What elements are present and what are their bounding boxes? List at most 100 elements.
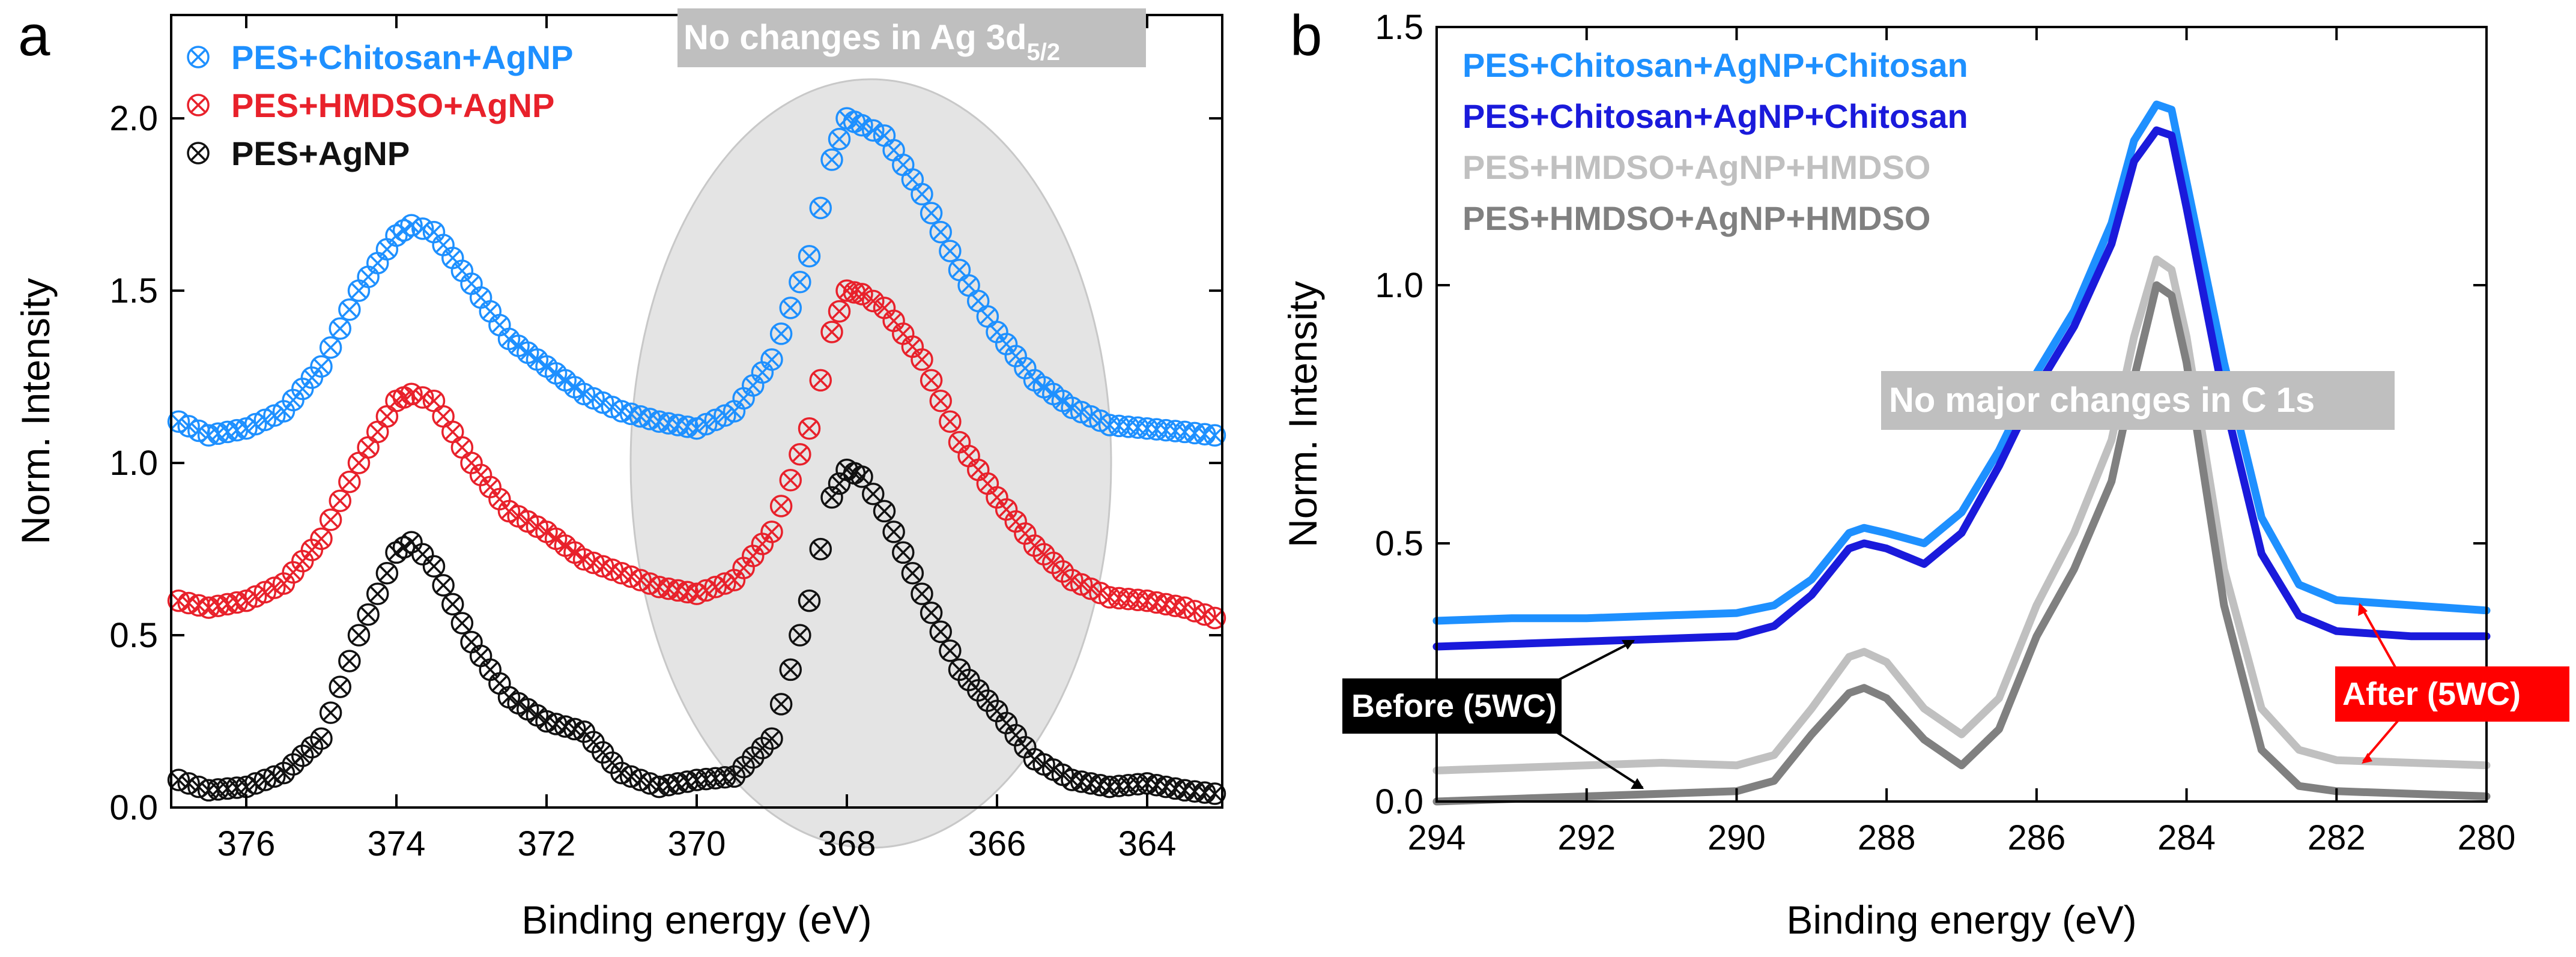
data-point xyxy=(1203,782,1226,805)
x-tick-label: 364 xyxy=(1118,824,1177,863)
data-point xyxy=(789,442,811,466)
panel-b-legend: PES+Chitosan+AgNP+Chitosan PES+Chitosan+A… xyxy=(1462,46,1968,237)
legend-marker xyxy=(187,142,210,165)
data-point xyxy=(828,127,851,151)
series-line-2 xyxy=(1432,255,2491,774)
data-point xyxy=(385,224,408,247)
data-point xyxy=(375,561,399,585)
panel-b-letter: b xyxy=(1290,4,1322,68)
panel-a: a 376 374 372 370 368 366 364 0.0 0.5 1.0 1.5 2.0 B… xyxy=(13,4,1226,942)
data-point xyxy=(366,420,389,444)
data-point xyxy=(901,561,924,585)
data-point xyxy=(892,541,915,564)
y-tick-label: 1.5 xyxy=(1375,8,1423,47)
panel-a-legend: PES+Chitosan+AgNP PES+HMDSO+AgNP PES+AgNP xyxy=(187,38,573,172)
x-tick-label: 280 xyxy=(2458,818,2516,857)
x-tick-label: 368 xyxy=(818,824,876,863)
data-point xyxy=(820,321,843,343)
data-point xyxy=(375,405,399,428)
data-point xyxy=(929,390,952,412)
data-point xyxy=(862,289,885,313)
x-tick-label: 292 xyxy=(1557,818,1616,857)
after-arrowhead-upper xyxy=(2358,603,2368,616)
data-point xyxy=(1203,424,1226,447)
after-arrowhead-lower xyxy=(2362,753,2372,764)
data-point xyxy=(920,369,943,392)
data-point xyxy=(929,220,952,244)
data-point xyxy=(850,283,873,306)
data-point xyxy=(375,238,399,261)
data-point xyxy=(760,348,783,371)
data-point xyxy=(479,300,502,323)
series-2 xyxy=(167,458,1226,805)
data-point xyxy=(760,727,783,750)
data-point xyxy=(779,658,802,681)
data-point xyxy=(911,582,933,605)
data-point xyxy=(357,436,380,459)
data-point xyxy=(479,658,502,681)
data-point xyxy=(347,624,371,647)
data-point xyxy=(1042,382,1065,406)
y-tick-label: 1.5 xyxy=(109,271,158,310)
data-point xyxy=(450,612,474,635)
panel-b-x-label: Binding energy (eV) xyxy=(1786,898,2136,942)
x-tick-label: 290 xyxy=(1708,818,1766,857)
data-point xyxy=(862,482,885,506)
data-point xyxy=(798,244,821,268)
data-point xyxy=(450,436,474,459)
data-point xyxy=(798,589,821,612)
data-point xyxy=(1203,606,1226,630)
data-point xyxy=(882,521,905,543)
data-point xyxy=(432,574,455,597)
legend-label: PES+Chitosan+AgNP+Chitosan xyxy=(1462,97,1968,135)
data-point xyxy=(809,369,832,392)
panel-b-y-label: Norm. Intensity xyxy=(1280,281,1325,548)
data-point xyxy=(789,624,811,647)
data-point xyxy=(850,465,873,488)
before-callout-box xyxy=(1342,678,1562,734)
data-point xyxy=(338,298,361,321)
data-point xyxy=(488,488,511,511)
data-point xyxy=(929,620,952,644)
before-arrowhead-lower xyxy=(1631,778,1644,789)
y-tick-label: 0.5 xyxy=(109,616,158,655)
legend-label: PES+Chitosan+AgNP+Chitosan xyxy=(1462,46,1968,84)
panel-b-axes: 294 292 290 288 286 284 282 280 0.0 0.5 1.0 1.5 xyxy=(1375,8,2515,857)
data-point xyxy=(357,603,380,626)
data-point xyxy=(920,601,943,624)
data-point xyxy=(422,555,446,578)
data-point xyxy=(798,417,821,440)
panel-a-plot-area xyxy=(167,107,1226,805)
data-point xyxy=(957,274,980,297)
panel-a-annotation-box xyxy=(677,8,1146,67)
x-tick-label: 370 xyxy=(668,824,726,863)
panel-a-letter: a xyxy=(18,4,50,68)
data-point xyxy=(329,317,351,340)
x-tick-label: 294 xyxy=(1408,818,1466,857)
data-point xyxy=(873,500,896,523)
after-callout-box xyxy=(2335,666,2569,722)
legend-marker xyxy=(187,46,210,68)
y-tick-label: 0.0 xyxy=(1375,782,1423,821)
data-point xyxy=(920,202,943,225)
panel-b-annotation-box xyxy=(1881,371,2395,430)
data-point xyxy=(469,644,492,668)
data-point xyxy=(432,405,455,428)
panel-b-frame xyxy=(1435,26,2488,803)
y-tick-label: 1.0 xyxy=(109,444,158,483)
panel-a-annotation: No changes in Ag 3d5/2 xyxy=(683,18,1060,65)
highlight-ellipse xyxy=(629,78,1112,849)
after-callout: After (5WC) xyxy=(2342,676,2521,712)
data-point xyxy=(329,675,351,698)
data-point xyxy=(392,219,416,242)
data-point xyxy=(535,355,558,378)
data-point xyxy=(779,469,802,492)
data-point xyxy=(319,509,342,531)
panel-b: b 294 292 290 288 286 284 282 280 0.0 0.5 1.0 1.5 B… xyxy=(1280,4,2569,942)
data-point xyxy=(732,557,755,579)
legend-label: PES+HMDSO+AgNP xyxy=(231,86,554,124)
data-point xyxy=(809,537,832,561)
data-point xyxy=(769,322,793,345)
data-point xyxy=(850,113,873,137)
data-point xyxy=(488,313,511,337)
